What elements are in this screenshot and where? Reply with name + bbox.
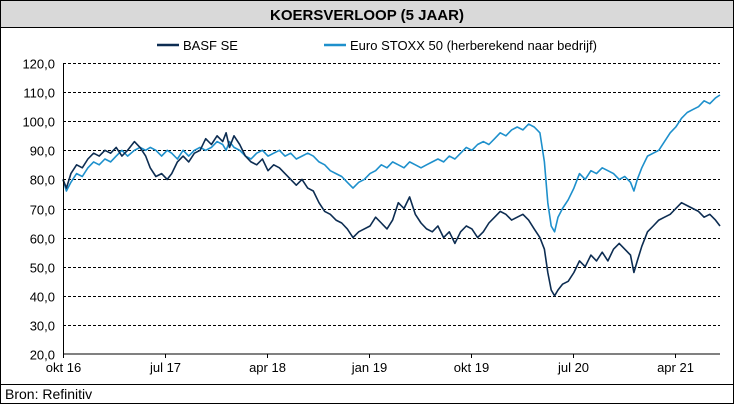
y-tick-label: 100,0 (22, 115, 55, 130)
x-tick-label: apr 18 (249, 360, 286, 375)
y-tick-label: 120,0 (22, 57, 55, 72)
y-tick-label: 50,0 (30, 261, 55, 276)
series-line-eurostoxx (62, 94, 721, 233)
x-tick-label: okt 16 (46, 360, 81, 375)
chart-title: KOERSVERLOOP (5 JAAR) (270, 7, 464, 24)
x-tick-label: apr 21 (657, 360, 694, 375)
x-tick-label: jan 19 (351, 360, 387, 375)
x-axis-ticks: okt 16 jul 17 apr 18 jan 19 okt 19 jul 20 apr … (46, 354, 694, 375)
x-tick-label: okt 19 (454, 360, 489, 375)
legend-label: Euro STOXX 50 (herberekend naar bedrijf) (350, 38, 597, 53)
y-tick-label: 30,0 (30, 319, 55, 334)
series-lines (62, 94, 721, 297)
legend: BASF SE Euro STOXX 50 (herberekend naar b… (157, 38, 597, 53)
y-tick-label: 90,0 (30, 144, 55, 159)
series-line-basf (62, 132, 721, 297)
y-tick-label: 110,0 (23, 86, 55, 101)
y-tick-label: 80,0 (30, 173, 55, 188)
y-tick-label: 70,0 (30, 203, 55, 218)
gridlines (63, 63, 720, 326)
y-tick-label: 40,0 (30, 290, 55, 305)
y-axis-tick-labels: 20,0 30,0 40,0 50,0 60,0 70,0 80,0 90,0 100,0 110… (22, 57, 55, 363)
y-tick-label: 60,0 (30, 232, 55, 247)
title-bar (0, 0, 734, 28)
x-tick-label: jul 17 (149, 360, 181, 375)
legend-label: BASF SE (183, 38, 238, 53)
source-note: Bron: Refinitiv (5, 386, 92, 402)
x-tick-label: jul 20 (557, 360, 589, 375)
y-tick-label: 20,0 (30, 348, 55, 363)
